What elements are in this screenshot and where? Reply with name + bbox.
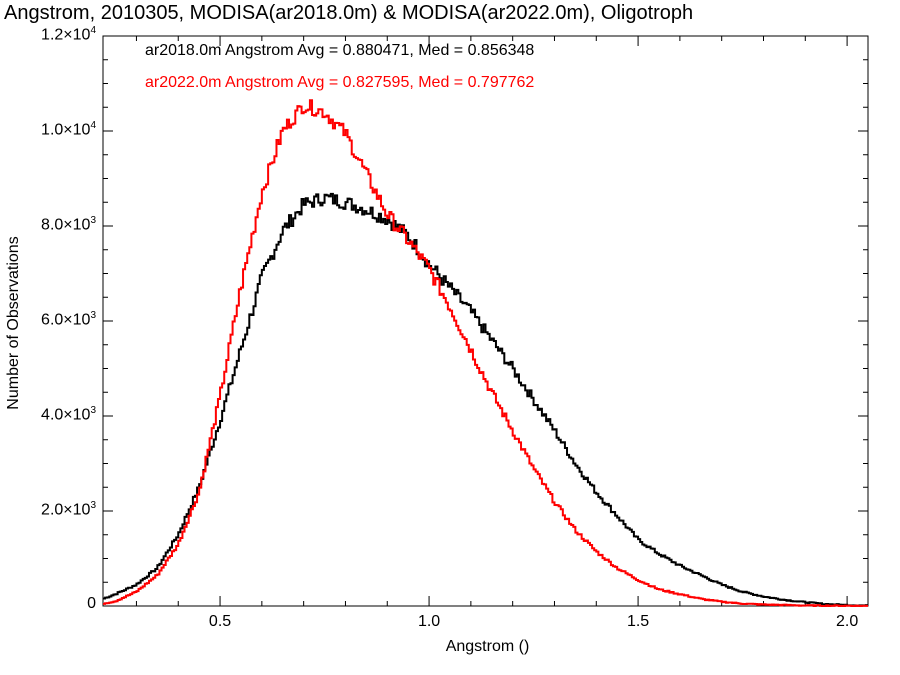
x-tick-label: 1.0 <box>417 613 441 630</box>
series-annotation-ar2018: ar2018.0m Angstrom Avg = 0.880471, Med =… <box>145 42 535 59</box>
y-tick-label: 1.2×104 <box>0 25 96 44</box>
y-tick-mantissa: 6.0×10 <box>41 311 91 329</box>
x-axis-label: Angstrom () <box>445 638 530 655</box>
series-line-ar2022.0m <box>103 99 868 607</box>
series-annotation-ar2022: ar2022.0m Angstrom Avg = 0.827595, Med =… <box>145 74 535 91</box>
y-tick-label: 8.0×103 <box>0 215 96 234</box>
y-tick-mantissa: 1.0×10 <box>41 121 91 139</box>
y-tick-mantissa: 8.0×10 <box>41 216 91 234</box>
y-tick-exponent: 3 <box>90 310 96 321</box>
y-tick-exponent: 4 <box>90 25 96 36</box>
y-tick-mantissa: 1.2×10 <box>41 26 91 44</box>
chart-title: Angstrom, 2010305, MODISA(ar2018.0m) & M… <box>4 2 694 24</box>
x-tick-label: 2.0 <box>835 613 859 630</box>
x-tick-label: 1.5 <box>626 613 650 630</box>
y-tick-label: 1.0×104 <box>0 120 96 139</box>
y-tick-mantissa: 0 <box>87 595 96 612</box>
y-tick-label: 6.0×103 <box>0 310 96 329</box>
y-tick-label: 4.0×103 <box>0 405 96 424</box>
y-tick-exponent: 3 <box>90 500 96 511</box>
x-tick-label: 0.5 <box>208 613 232 630</box>
y-tick-exponent: 3 <box>90 405 96 416</box>
y-tick-label: 2.0×103 <box>0 500 96 519</box>
y-tick-label: 0 <box>0 595 96 613</box>
plot-frame <box>102 35 869 607</box>
y-tick-exponent: 4 <box>90 120 96 131</box>
series-line-ar2018.0m <box>103 192 868 607</box>
y-tick-mantissa: 4.0×10 <box>41 406 91 424</box>
y-tick-mantissa: 2.0×10 <box>41 501 91 519</box>
y-tick-exponent: 3 <box>90 215 96 226</box>
